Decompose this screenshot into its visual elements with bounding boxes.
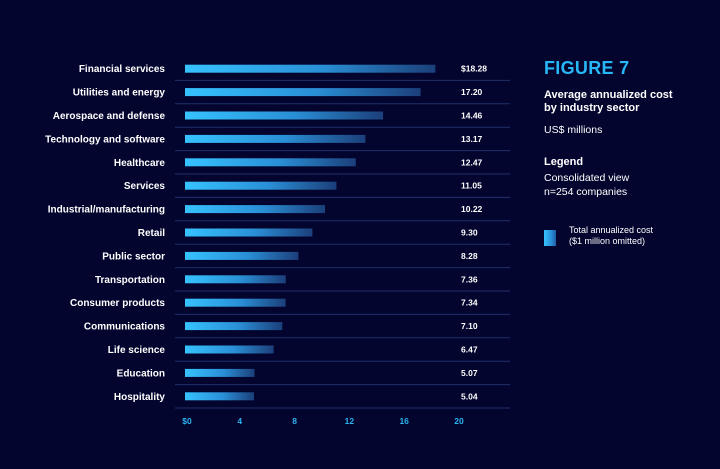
value-label: 5.07	[461, 368, 478, 378]
x-tick-label: 20	[454, 416, 464, 426]
row-separators	[175, 79, 510, 409]
legend-item-line-2: ($1 million omitted)	[569, 236, 646, 246]
value-label: $18.28	[461, 64, 487, 74]
category-label: Education	[117, 368, 165, 379]
bar	[185, 181, 337, 190]
bar	[185, 111, 384, 120]
bar	[185, 275, 286, 284]
chart-subtitle: Average annualized cost by industry sect…	[544, 89, 714, 115]
bar	[185, 88, 421, 97]
value-label: 8.28	[461, 251, 478, 261]
bar	[185, 228, 313, 237]
category-label: Industrial/manufacturing	[48, 205, 165, 216]
category-label: Communications	[84, 322, 166, 333]
x-tick-label: 8	[292, 416, 297, 426]
bar	[185, 298, 286, 307]
x-tick-label: 4	[237, 416, 242, 426]
subtitle-line-1: Average annualized cost	[544, 89, 673, 101]
value-label: 12.47	[461, 157, 483, 167]
value-label: 9.30	[461, 228, 478, 238]
x-tick-label: 12	[345, 416, 355, 426]
bar	[185, 322, 283, 331]
value-label: 17.20	[461, 87, 483, 97]
category-label: Public sector	[102, 251, 165, 262]
figure-info: FIGURE 7 Average annualized cost by indu…	[544, 58, 714, 199]
category-label: Financial services	[79, 64, 166, 75]
value-label: 5.04	[461, 391, 478, 401]
bar	[185, 345, 274, 354]
x-tick-label: $0	[182, 416, 192, 426]
bars	[185, 64, 436, 401]
legend-item-line-1: Total annualized cost	[569, 225, 654, 235]
category-label: Technology and software	[45, 134, 165, 145]
category-label: Healthcare	[114, 158, 166, 169]
legend-item: Total annualized cost ($1 million omitte…	[544, 225, 714, 247]
legend-line-2: n=254 companies	[544, 186, 628, 198]
category-label: Services	[124, 181, 166, 192]
category-label: Retail	[138, 228, 165, 239]
bar	[185, 205, 325, 214]
category-label: Transportation	[95, 275, 165, 286]
bar	[185, 158, 356, 167]
category-label: Hospitality	[114, 392, 166, 403]
bar	[185, 392, 254, 401]
legend-line-1: Consolidated view	[544, 172, 630, 184]
value-label: 7.36	[461, 274, 478, 284]
bar	[185, 64, 436, 73]
subtitle-line-2: by industry sector	[544, 102, 640, 114]
category-label: Consumer products	[70, 298, 165, 309]
category-label: Aerospace and defense	[53, 111, 166, 122]
category-labels: Financial services Utilities and energy Ae…	[45, 64, 165, 403]
legend-item-text: Total annualized cost ($1 million omitte…	[569, 225, 714, 247]
value-label: 13.17	[461, 134, 483, 144]
bar	[185, 251, 299, 260]
value-label: 11.05	[461, 181, 482, 191]
units-label: US$ millions	[544, 124, 603, 136]
figure-label: FIGURE 7	[544, 58, 630, 78]
value-labels: $18.28 17.20 14.46 13.17 12.47 11.05 10.22 9.30…	[461, 64, 487, 402]
legend-heading: Legend	[544, 156, 584, 168]
value-label: 7.10	[461, 321, 478, 331]
category-label: Life science	[108, 345, 166, 356]
value-label: 14.46	[461, 111, 483, 121]
x-axis-ticks: $0 4 8 12 16 20	[182, 416, 464, 426]
category-label: Utilities and energy	[73, 88, 166, 99]
value-label: 10.22	[461, 204, 483, 214]
value-label: 6.47	[461, 345, 478, 355]
value-label: 7.34	[461, 298, 478, 308]
bar	[185, 368, 255, 377]
legend-swatch	[544, 230, 556, 246]
x-tick-label: 16	[399, 416, 409, 426]
bar	[185, 134, 366, 143]
